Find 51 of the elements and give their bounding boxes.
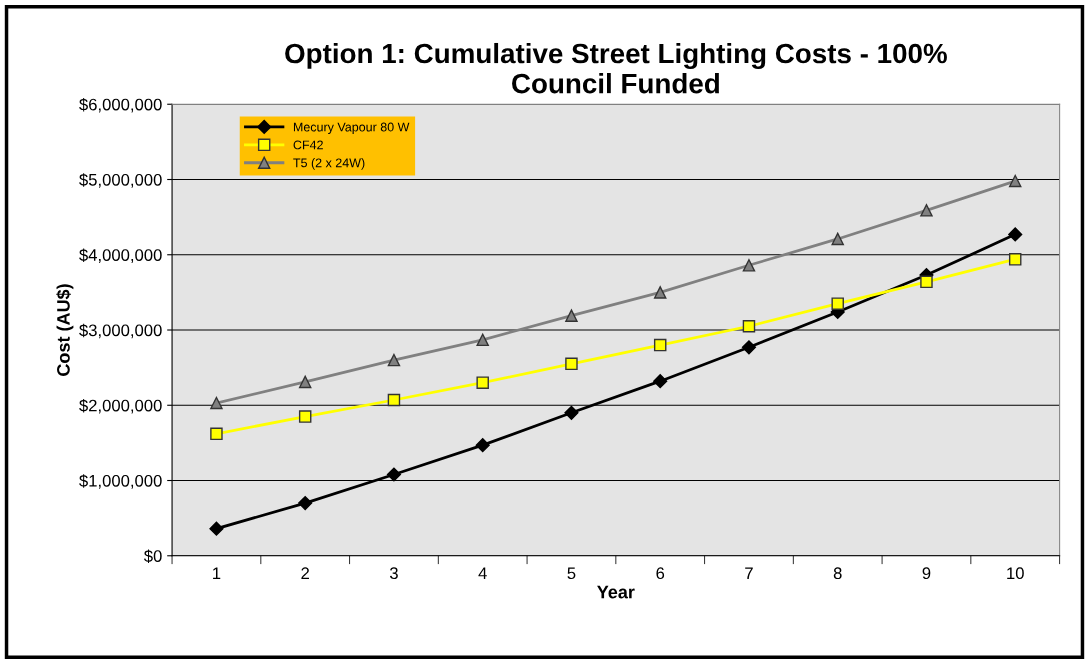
point xyxy=(298,375,312,389)
y-tick-label: $6,000,000 xyxy=(79,97,162,113)
point xyxy=(831,232,844,246)
point xyxy=(565,357,578,371)
x-tick-label: 7 xyxy=(745,567,753,579)
point xyxy=(653,374,668,389)
x-tick-label: 1 xyxy=(213,567,221,579)
point xyxy=(210,396,223,410)
point xyxy=(653,338,667,352)
x-tick-label: 8 xyxy=(833,567,842,580)
y-tick-label: $5,000,000 xyxy=(79,173,162,188)
point xyxy=(210,427,223,441)
point xyxy=(653,286,667,299)
y-tick-label: $2,000,000 xyxy=(79,398,162,414)
point xyxy=(476,333,489,347)
point xyxy=(1008,227,1023,242)
x-tick-label: 2 xyxy=(301,567,309,579)
x-tick-label: 4 xyxy=(478,567,487,579)
point xyxy=(564,405,579,420)
x-tick-label: 6 xyxy=(656,567,665,580)
point xyxy=(1008,253,1022,266)
y-tick-label: $3,000,000 xyxy=(79,323,162,339)
y-tick-label: $4,000,000 xyxy=(79,248,162,263)
x-tick-label: 3 xyxy=(389,567,398,580)
point xyxy=(298,496,313,511)
point xyxy=(387,393,401,407)
point xyxy=(298,410,312,423)
x-axis-title: Year xyxy=(597,585,635,599)
point xyxy=(742,259,756,272)
point xyxy=(209,521,224,536)
x-tick-label: 10 xyxy=(1007,567,1024,580)
y-tick-label: $1,000,000 xyxy=(79,474,162,489)
point xyxy=(386,467,402,482)
point xyxy=(741,340,757,355)
point xyxy=(831,297,844,310)
point xyxy=(476,376,489,389)
point xyxy=(565,309,578,322)
x-tick-label: 5 xyxy=(567,567,576,580)
point xyxy=(920,204,933,217)
point xyxy=(920,275,933,289)
legend-label: CF42 xyxy=(293,140,323,150)
y-axis-title: Cost (AU$) xyxy=(56,284,74,376)
x-tick-label: 9 xyxy=(922,567,931,580)
legend-label: Mecury Vapour 80 W xyxy=(293,122,410,134)
y-tick-label: $0 xyxy=(143,549,162,563)
point xyxy=(475,438,490,453)
legend-label: T5 (2 x 24W) xyxy=(293,158,365,170)
point xyxy=(1008,174,1022,188)
point xyxy=(742,319,756,333)
point xyxy=(387,353,401,367)
chart-title: Option 1: Cumulative Street Lighting Costs - 100% Council Funded xyxy=(285,42,947,94)
